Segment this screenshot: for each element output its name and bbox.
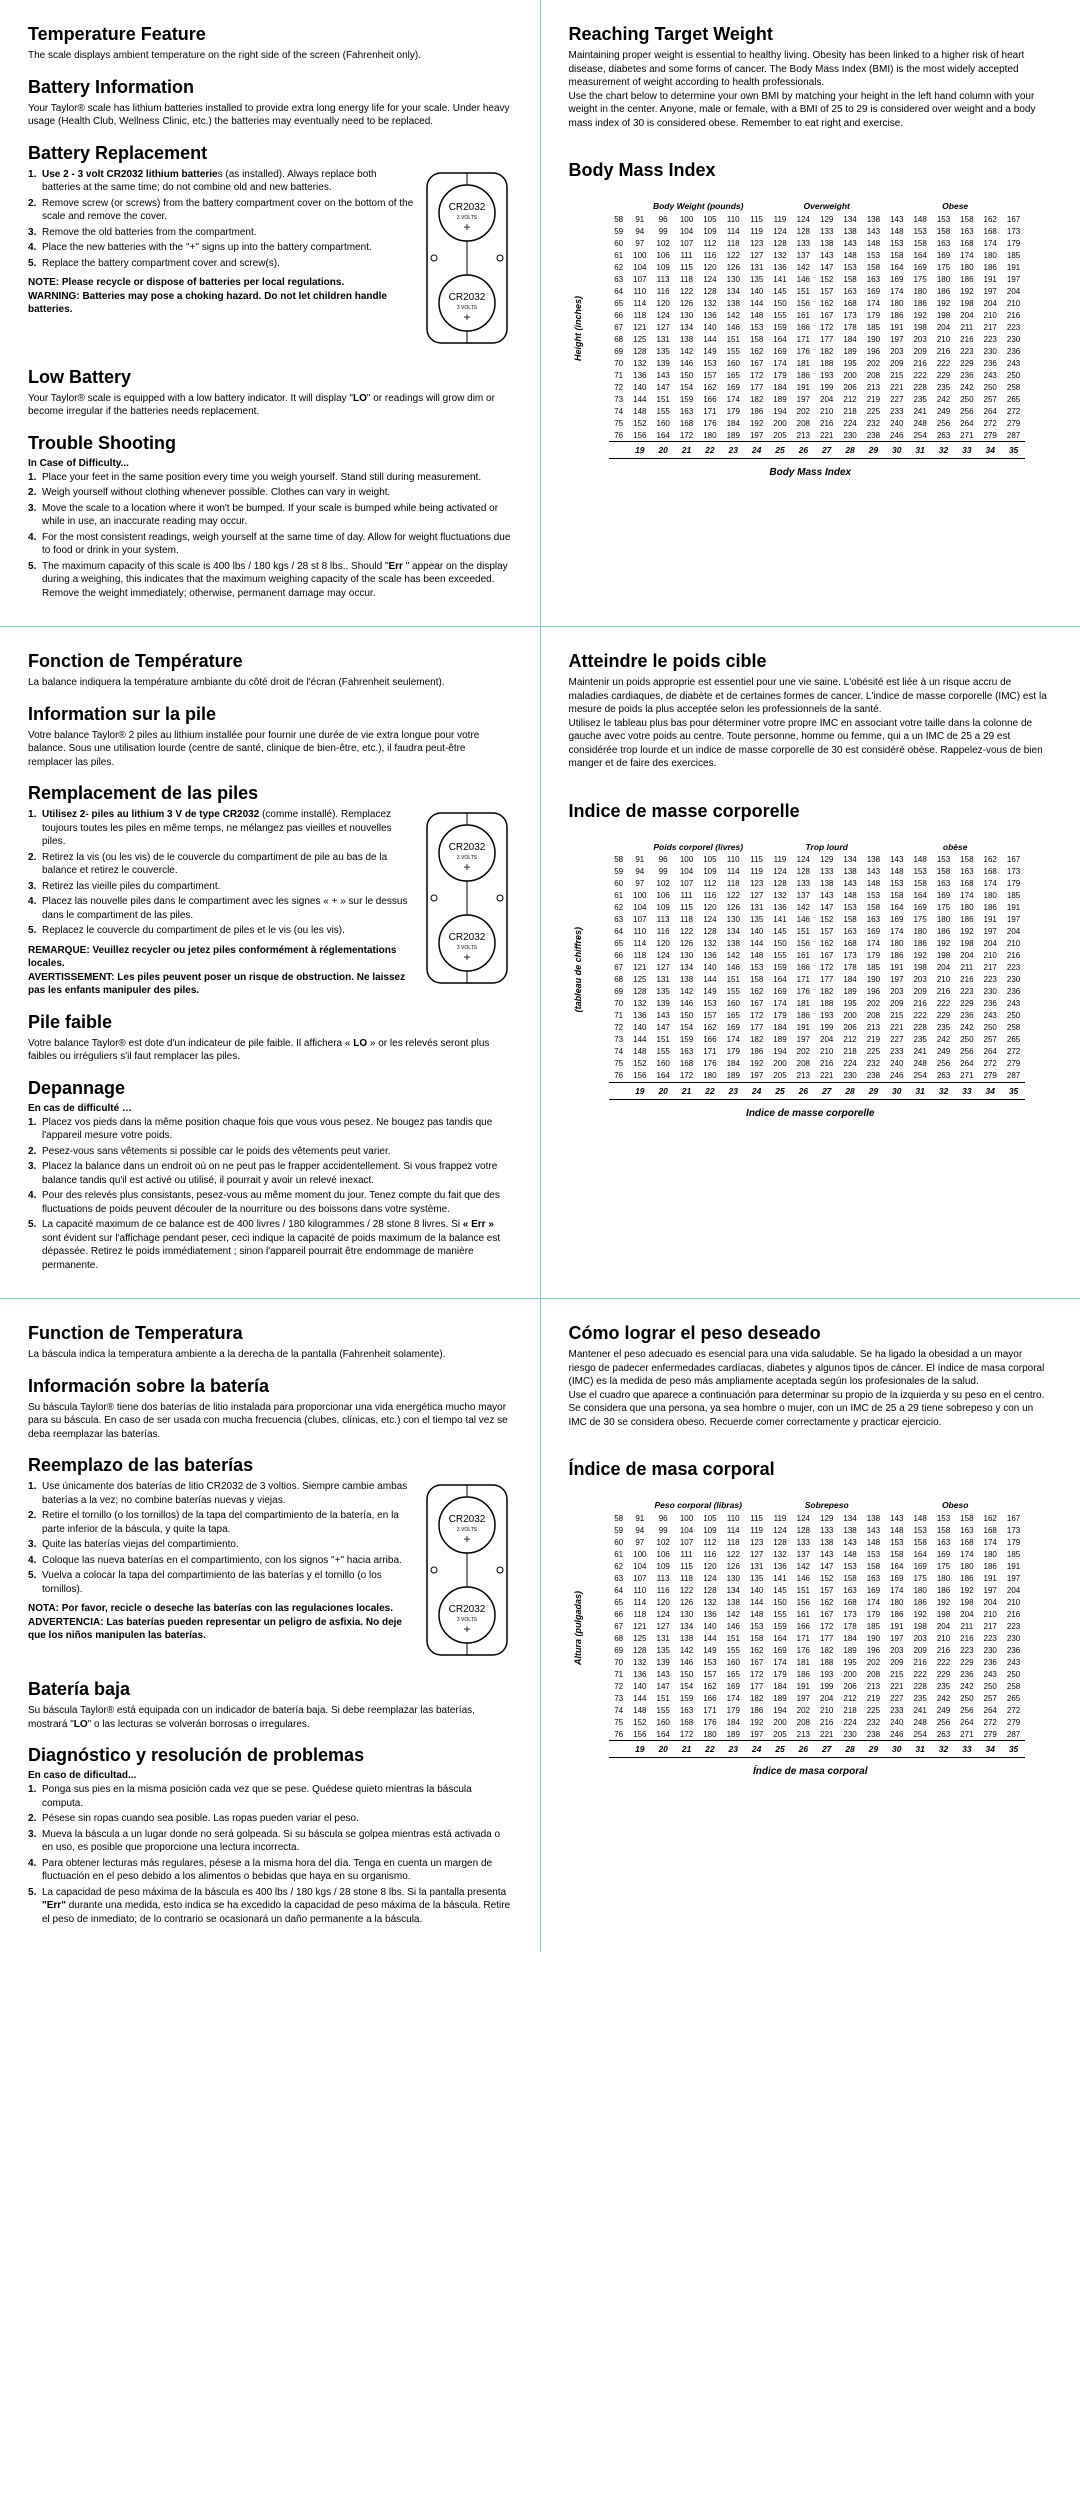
repl-item: Remove screw (or screws) from the batter… bbox=[28, 197, 512, 224]
repl-title: Remplacement de las piles bbox=[28, 783, 512, 804]
svg-text:CR2032: CR2032 bbox=[448, 1604, 485, 1615]
repl-item: Retirez las vieille piles du compartimen… bbox=[28, 880, 512, 894]
left-col: Fonction de Température La balance indiq… bbox=[0, 627, 541, 1298]
trouble-item: Pour des relevés plus consistants, pesez… bbox=[28, 1189, 512, 1216]
trouble-item: Para obtener lecturas más regulares, pés… bbox=[28, 1857, 512, 1884]
trouble-item: Weigh yourself without clothing whenever… bbox=[28, 486, 512, 500]
trouble-item: Pésese sin ropas cuando sea posible. Las… bbox=[28, 1812, 512, 1826]
bmi-caption: Body Mass Index bbox=[569, 467, 1053, 478]
trouble-item: Mueva la báscula a un lugar donde no ser… bbox=[28, 1828, 512, 1855]
left-col: Function de Temperatura La báscula indic… bbox=[0, 1299, 541, 1952]
trouble-sub: En cas de difficulté … bbox=[28, 1103, 512, 1114]
bmi-y-axis: Height (inches) bbox=[569, 296, 583, 361]
trouble-list: Place your feet in the same position eve… bbox=[28, 471, 512, 601]
repl-title: Battery Replacement bbox=[28, 143, 512, 164]
repl-item: Replacez le couvercle du compartiment de… bbox=[28, 924, 512, 938]
bmi-title: Indice de masse corporelle bbox=[569, 801, 1053, 822]
repl-item: Coloque las nueva baterías en el compart… bbox=[28, 1554, 512, 1568]
trouble-list: Ponga sus pies en la misma posición cada… bbox=[28, 1783, 512, 1926]
bmi-y-axis: (tableau de chiffres) bbox=[569, 927, 583, 1012]
page-fr: Fonction de Température La balance indiq… bbox=[0, 626, 1080, 1298]
repl-item: Remove the old batteries from the compar… bbox=[28, 226, 512, 240]
low-title: Pile faible bbox=[28, 1012, 512, 1033]
repl-item: Placez las nouvelle piles dans le compar… bbox=[28, 895, 512, 922]
trouble-title: Trouble Shooting bbox=[28, 433, 512, 454]
trouble-item: Placez la balance dans un endroit où on … bbox=[28, 1160, 512, 1187]
bmi-caption: Indice de masse corporelle bbox=[569, 1108, 1053, 1119]
trouble-item: La capacidad de peso máxima de la báscul… bbox=[28, 1886, 512, 1927]
repl-list: Utilisez 2- piles au lithium 3 V de type… bbox=[28, 808, 512, 938]
right-col: Cómo lograr el peso deseado Mantener el … bbox=[541, 1299, 1080, 1952]
page-en: Temperature Feature The scale displays a… bbox=[0, 0, 1080, 626]
trouble-item: For the most consistent readings, weigh … bbox=[28, 531, 512, 558]
reach-body: Maintenir un poids approprie est essenti… bbox=[569, 676, 1053, 771]
repl-title: Reemplazo de las baterías bbox=[28, 1455, 512, 1476]
reach-body: Maintaining proper weight is essential t… bbox=[569, 49, 1053, 130]
svg-text:+: + bbox=[463, 310, 470, 324]
bmi-title: Body Mass Index bbox=[569, 160, 1053, 181]
bmi-table: Body Weight (pounds)OverweightObese 5891… bbox=[609, 199, 1025, 459]
trouble-title: Depannage bbox=[28, 1078, 512, 1099]
page-es: Function de Temperatura La báscula indic… bbox=[0, 1298, 1080, 1952]
repl-item: Retire el tornillo (o los tornillos) de … bbox=[28, 1509, 512, 1536]
reach-title: Reaching Target Weight bbox=[569, 24, 1053, 45]
low-body: Su báscula Taylor® está equipada con un … bbox=[28, 1704, 512, 1731]
bmi-caption: Índice de masa corporal bbox=[569, 1766, 1053, 1777]
battinfo-title: Información sobre la batería bbox=[28, 1376, 512, 1397]
temp-title: Temperature Feature bbox=[28, 24, 512, 45]
trouble-item: Move the scale to a location where it wo… bbox=[28, 502, 512, 529]
repl-list: Use únicamente dos baterías de litio CR2… bbox=[28, 1480, 512, 1596]
repl-item: Use 2 - 3 volt CR2032 lithium batteries … bbox=[28, 168, 512, 195]
bmi-y-axis: Altura (pulgadas) bbox=[569, 1591, 583, 1665]
battinfo-body: Su báscula Taylor® tiene dos baterías de… bbox=[28, 1401, 512, 1442]
trouble-title: Diagnóstico y resolución de problemas bbox=[28, 1745, 512, 1766]
low-title: Low Battery bbox=[28, 367, 512, 388]
low-body: Your Taylor® scale is equipped with a lo… bbox=[28, 392, 512, 419]
battinfo-body: Votre balance Taylor® 2 piles au lithium… bbox=[28, 729, 512, 770]
repl-item: Retirez la vis (ou les vis) de le couver… bbox=[28, 851, 512, 878]
repl-item: Utilisez 2- piles au lithium 3 V de type… bbox=[28, 808, 512, 849]
svg-text:+: + bbox=[463, 1622, 470, 1636]
bmi-title: Índice de masa corporal bbox=[569, 1459, 1053, 1480]
right-col: Reaching Target Weight Maintaining prope… bbox=[541, 0, 1080, 626]
trouble-item: Place your feet in the same position eve… bbox=[28, 471, 512, 485]
reach-title: Atteindre le poids cible bbox=[569, 651, 1053, 672]
bmi-table: Poids corporel (livres)Trop lourdobèse 5… bbox=[609, 840, 1025, 1100]
repl-item: Use únicamente dos baterías de litio CR2… bbox=[28, 1480, 512, 1507]
repl-item: Replace the battery compartment cover an… bbox=[28, 257, 512, 271]
temp-title: Function de Temperatura bbox=[28, 1323, 512, 1344]
battinfo-body: Your Taylor® scale has lithium batteries… bbox=[28, 102, 512, 129]
repl-item: Quite las baterías viejas del compartimi… bbox=[28, 1538, 512, 1552]
temp-body: La balance indiquera la température ambi… bbox=[28, 676, 512, 690]
trouble-list: Placez vos pieds dans la même position c… bbox=[28, 1116, 512, 1273]
low-title: Batería baja bbox=[28, 1679, 512, 1700]
temp-title: Fonction de Température bbox=[28, 651, 512, 672]
bmi-table: Peso corporal (libras)SobrepesoObeso 589… bbox=[609, 1498, 1025, 1758]
reach-title: Cómo lograr el peso deseado bbox=[569, 1323, 1053, 1344]
trouble-item: Ponga sus pies en la misma posición cada… bbox=[28, 1783, 512, 1810]
svg-text:+: + bbox=[463, 950, 470, 964]
right-col: Atteindre le poids cible Maintenir un po… bbox=[541, 627, 1080, 1298]
reach-body: Mantener el peso adecuado es esencial pa… bbox=[569, 1348, 1053, 1429]
trouble-item: La capacité maximum de ce balance est de… bbox=[28, 1218, 512, 1272]
battinfo-title: Battery Information bbox=[28, 77, 512, 98]
repl-item: Vuelva a colocar la tapa del compartimie… bbox=[28, 1569, 512, 1596]
trouble-sub: En caso de dificultad... bbox=[28, 1770, 512, 1781]
battinfo-title: Information sur la pile bbox=[28, 704, 512, 725]
trouble-item: Placez vos pieds dans la même position c… bbox=[28, 1116, 512, 1143]
svg-text:CR2032: CR2032 bbox=[448, 292, 485, 303]
repl-item: Place the new batteries with the "+" sig… bbox=[28, 241, 512, 255]
trouble-item: The maximum capacity of this scale is 40… bbox=[28, 560, 512, 601]
trouble-item: Pesez-vous sans vêtements si possible ca… bbox=[28, 1145, 512, 1159]
temp-body: The scale displays ambient temperature o… bbox=[28, 49, 512, 63]
left-col: Temperature Feature The scale displays a… bbox=[0, 0, 541, 626]
temp-body: La báscula indica la temperatura ambient… bbox=[28, 1348, 512, 1362]
trouble-sub: In Case of Difficulty... bbox=[28, 458, 512, 469]
low-body: Votre balance Taylor® est dote d'un indi… bbox=[28, 1037, 512, 1064]
